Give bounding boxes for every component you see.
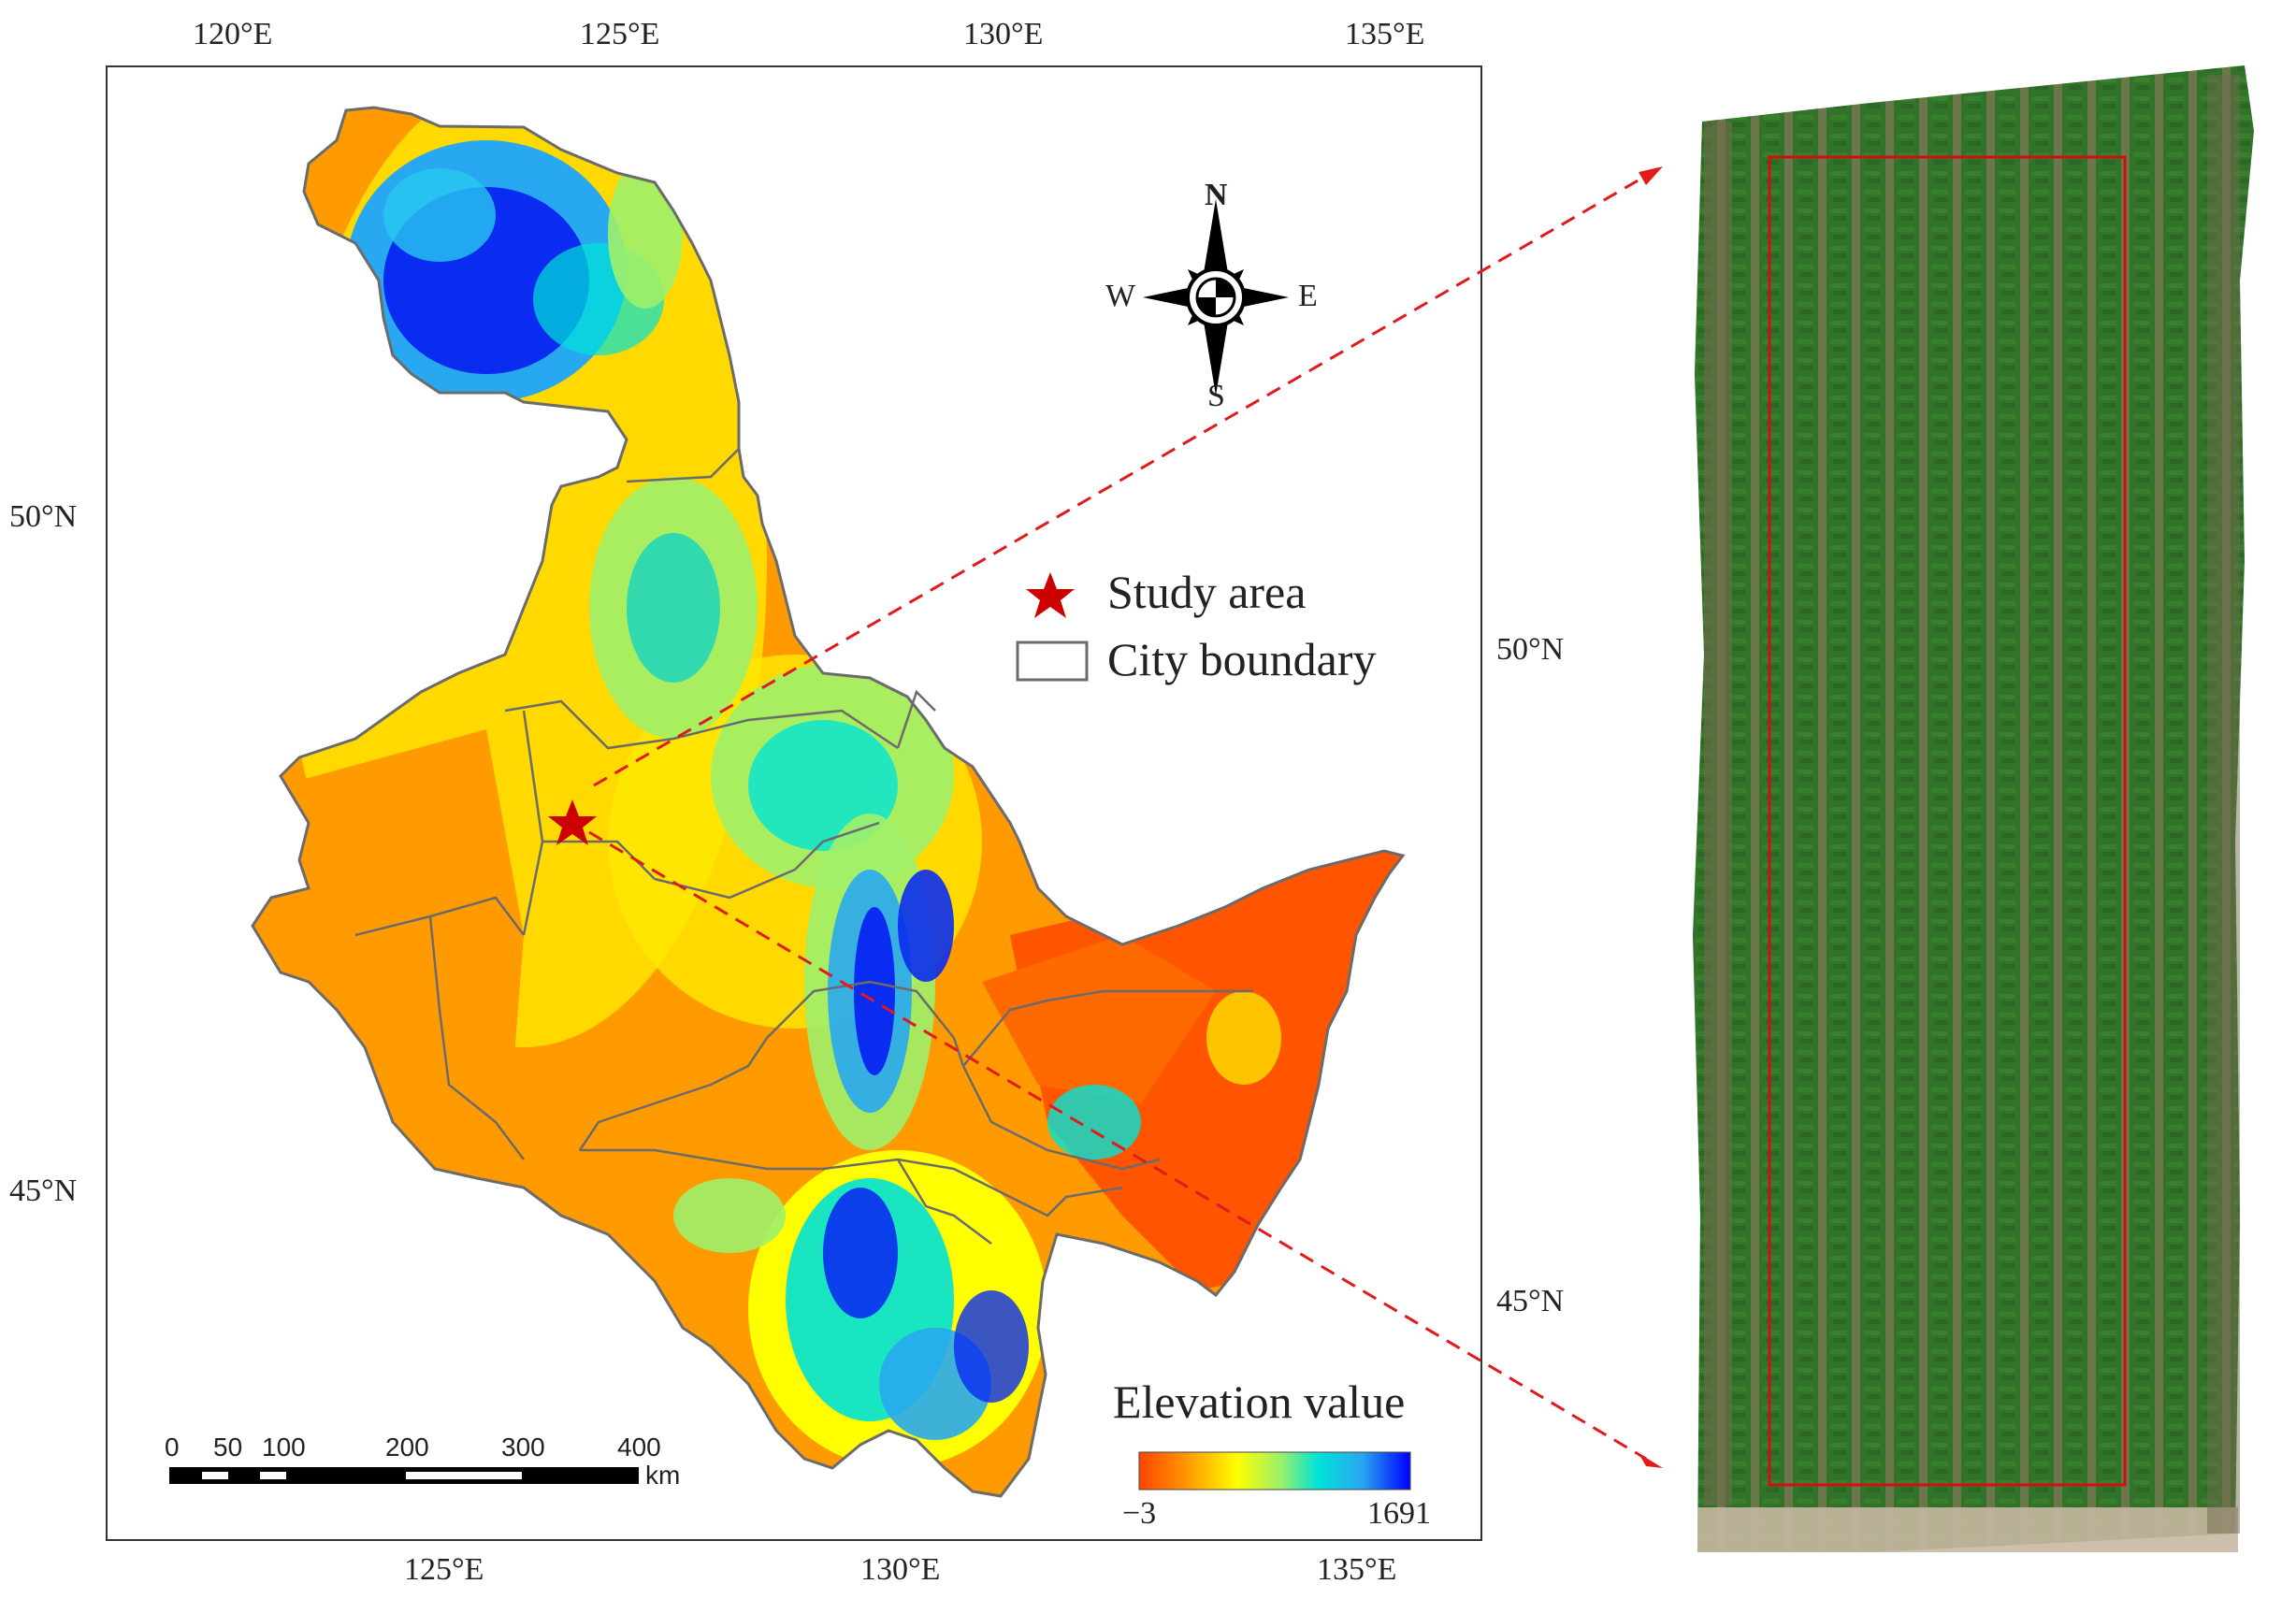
arrow-top (593, 166, 1663, 787)
compass-s-label: S (1207, 379, 1225, 413)
bottom-lon-tick-130: 130°E (860, 1552, 941, 1587)
scale-label-300: 300 (501, 1433, 545, 1462)
scale-label-100: 100 (262, 1433, 306, 1462)
scale-unit-label: km (645, 1461, 681, 1490)
scale-label-0: 0 (165, 1433, 180, 1462)
left-lat-tick-50: 50°N (9, 499, 78, 534)
scale-label-50: 50 (213, 1433, 243, 1462)
study-area-star (548, 799, 597, 845)
plot-outline (1768, 155, 2127, 1487)
city-boundary-swatch (1016, 641, 1089, 682)
field-aerial-photo (1693, 65, 2254, 1552)
left-lat-tick-45: 45°N (9, 1174, 78, 1208)
scale-bar (169, 1467, 639, 1484)
city-boundary-label: City boundary (1107, 633, 1377, 685)
arrow-bottom (588, 830, 1663, 1468)
compass-e-label: E (1298, 279, 1318, 313)
top-lon-tick-125: 125°E (580, 17, 660, 51)
compass-n-label: N (1205, 178, 1228, 212)
map-frame (106, 65, 1482, 1541)
elevation-max-label: 1691 (1367, 1496, 1431, 1531)
city-boundaries (354, 448, 1253, 1245)
compass-w-label: W (1105, 279, 1136, 313)
top-lon-tick-130: 130°E (963, 17, 1044, 51)
scale-label-200: 200 (385, 1433, 429, 1462)
elevation-colorbar (1138, 1451, 1411, 1491)
top-lon-tick-120: 120°E (193, 17, 273, 51)
elevation-min-label: −3 (1122, 1496, 1157, 1531)
top-lon-tick-135: 135°E (1345, 17, 1425, 51)
right-lat-tick-45: 45°N (1496, 1284, 1565, 1318)
elevation-title: Elevation value (1113, 1375, 1406, 1428)
study-area-label: Study area (1107, 566, 1307, 618)
bottom-lon-tick-125: 125°E (404, 1552, 484, 1587)
legend-star-icon (1026, 572, 1075, 618)
right-lat-tick-50: 50°N (1496, 632, 1565, 667)
compass-rose (1143, 199, 1289, 396)
scale-label-400: 400 (617, 1433, 661, 1462)
bottom-lon-tick-135: 135°E (1317, 1552, 1397, 1587)
